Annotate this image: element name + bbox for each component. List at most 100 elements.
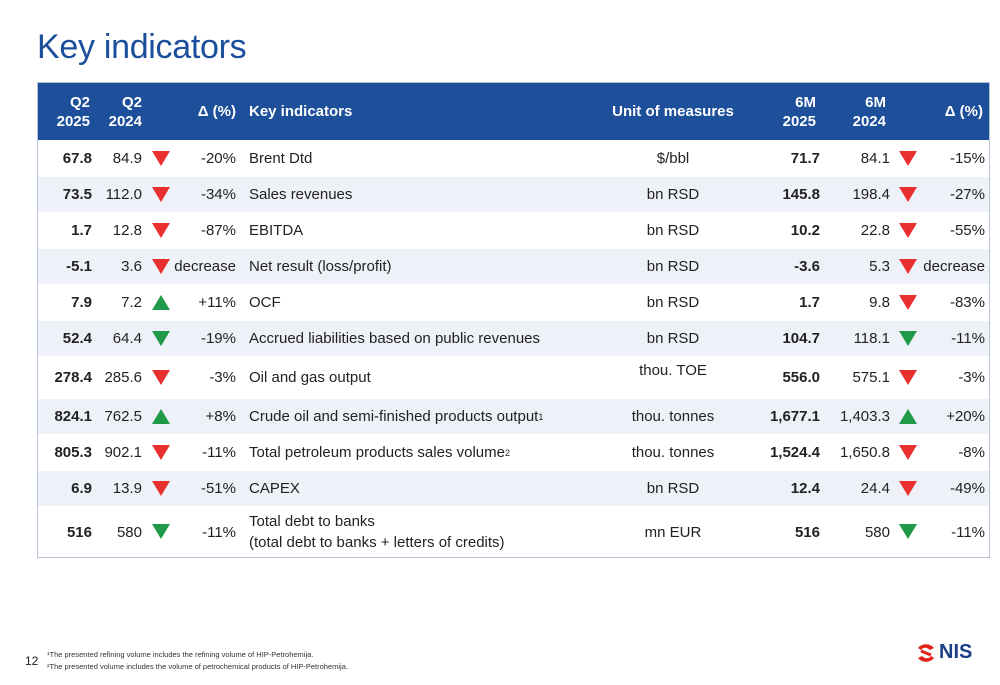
unit-of-measure: $/bbl [656,150,690,167]
header-6m-2025-line2: 2025 [782,112,816,130]
delta-6m: -8% [958,444,985,461]
footnote-1: ¹The presented refining volume includes … [47,650,314,659]
value-6m-2025: 1,524.4 [769,444,820,461]
header-q2-2025-line2: 2025 [56,112,90,130]
unit-of-measure: thou. TOE [639,362,707,379]
indicator-name-text: Crude oil and semi-finished products out… [249,408,539,425]
trend-down-icon [152,223,170,238]
table-row: 516 580 -11% Total debt to banks (total debt… [38,506,989,557]
trend-down-icon [152,370,170,385]
indicator-name-text: CAPEX [249,480,300,497]
delta-quarter: +8% [205,408,236,425]
value-q2-2025: 1.7 [71,222,92,239]
indicator-name-text: Oil and gas output [249,369,371,386]
value-q2-2025: 6.9 [71,480,92,497]
page-number: 12 [25,654,39,668]
trend-down-icon [899,223,917,238]
indicator-name: EBITDA [249,213,589,248]
indicator-name: Sales revenues [249,177,589,212]
value-6m-2025: 1.7 [799,294,820,311]
trend-down-icon [899,524,917,539]
value-q2-2024: 3.6 [121,258,142,275]
trend-down-icon [899,370,917,385]
table-row: 73.5 112.0 -34% Sales revenues bn RSD 145.8 19… [38,176,989,212]
value-q2-2024: 112.0 [105,186,142,203]
trend-down-icon [899,331,917,346]
indicator-name-line1: Total debt to banks [249,513,375,530]
indicator-name: CAPEX [249,471,589,506]
value-q2-2025: 52.4 [62,330,92,347]
indicator-name-text: Accrued liabilities based on public reve… [249,330,541,347]
table-row: 6.9 13.9 -51% CAPEX bn RSD 12.4 24.4 -49% [38,470,989,506]
nis-logo: NIS [915,641,972,664]
trend-down-icon [899,295,917,310]
trend-down-icon [152,331,170,346]
value-6m-2025: 556.0 [782,369,820,386]
table-body: 67.8 84.9 -20% Brent Dtd $/bbl 71.7 84.1 -15% 73… [38,140,989,557]
table-header: Q2 2025 Q2 2024 Δ (%) Key indicators Uni… [38,83,989,140]
trend-down-icon [152,524,170,539]
key-indicators-table: Q2 2025 Q2 2024 Δ (%) Key indicators Uni… [37,82,990,558]
delta-quarter: +11% [198,294,236,311]
value-q2-2025: 805.3 [54,444,92,461]
value-q2-2024: 285.6 [104,369,142,386]
value-q2-2024: 580 [116,523,142,541]
value-6m-2024: 1,650.8 [839,444,890,461]
delta-quarter: -11% [202,444,236,461]
value-q2-2025: 67.8 [62,150,92,167]
trend-down-icon [899,481,917,496]
trend-down-icon [152,259,170,274]
trend-down-icon [152,151,170,166]
delta-quarter: -19% [200,330,236,347]
header-6m-2025: 6M 2025 [758,83,816,140]
table-row: 7.9 7.2 +11% OCF bn RSD 1.7 9.8 -83% [38,284,989,320]
delta-6m: -27% [949,186,985,203]
unit-of-measure: bn RSD [646,222,700,239]
delta-quarter: -87% [200,222,236,239]
delta-quarter: -34% [200,186,236,203]
value-q2-2025: -5.1 [66,258,92,275]
indicator-name: Oil and gas output [249,357,589,398]
delta-6m: decrease [923,258,985,275]
header-6m-2024-line1: 6M [865,93,886,111]
trend-down-icon [899,259,917,274]
value-6m-2025: 71.7 [790,150,820,167]
delta-quarter: -3% [209,369,236,386]
value-6m-2024: 198.4 [852,186,890,203]
value-6m-2024: 118.1 [853,330,890,347]
delta-6m: -11% [951,330,985,347]
value-q2-2025: 516 [66,523,92,541]
value-q2-2024: 84.9 [112,150,142,167]
value-q2-2024: 762.5 [104,408,142,425]
table-row: 52.4 64.4 -19% Accrued liabilities based on… [38,320,989,356]
value-6m-2024: 1,403.3 [839,408,890,425]
delta-6m: -11% [951,523,985,541]
delta-quarter: -20% [200,150,236,167]
value-q2-2024: 13.9 [112,480,142,497]
table-row: 278.4 285.6 -3% Oil and gas output thou. TOE… [38,356,989,398]
trend-up-icon [152,295,170,310]
indicator-name: Total petroleum products sales volume 2 [249,435,589,470]
header-delta-6m: Δ (%) [944,103,983,120]
value-q2-2024: 902.1 [104,444,142,461]
indicator-name-line2: (total debt to banks + letters of credit… [249,534,505,551]
trend-down-icon [152,481,170,496]
unit-of-measure: bn RSD [646,330,700,347]
indicator-name: OCF [249,285,589,320]
trend-down-icon [152,187,170,202]
value-6m-2025: 12.4 [790,480,820,497]
value-6m-2025: 145.8 [782,186,820,203]
header-key-indicators: Key indicators [249,103,353,120]
table-row: 805.3 902.1 -11% Total petroleum products s… [38,434,989,470]
indicator-name-text: Total debt to banks (total debt to banks … [249,511,505,553]
delta-6m: -49% [949,480,985,497]
value-q2-2024: 12.8 [112,222,142,239]
value-6m-2025: 516 [794,523,820,541]
page-title: Key indicators [37,28,247,66]
value-q2-2025: 73.5 [62,186,92,203]
value-q2-2025: 7.9 [71,294,92,311]
footnote-marker: 1 [538,411,544,422]
value-6m-2024: 9.8 [869,294,890,311]
value-6m-2025: 104.7 [782,330,820,347]
delta-6m: -3% [958,369,985,386]
